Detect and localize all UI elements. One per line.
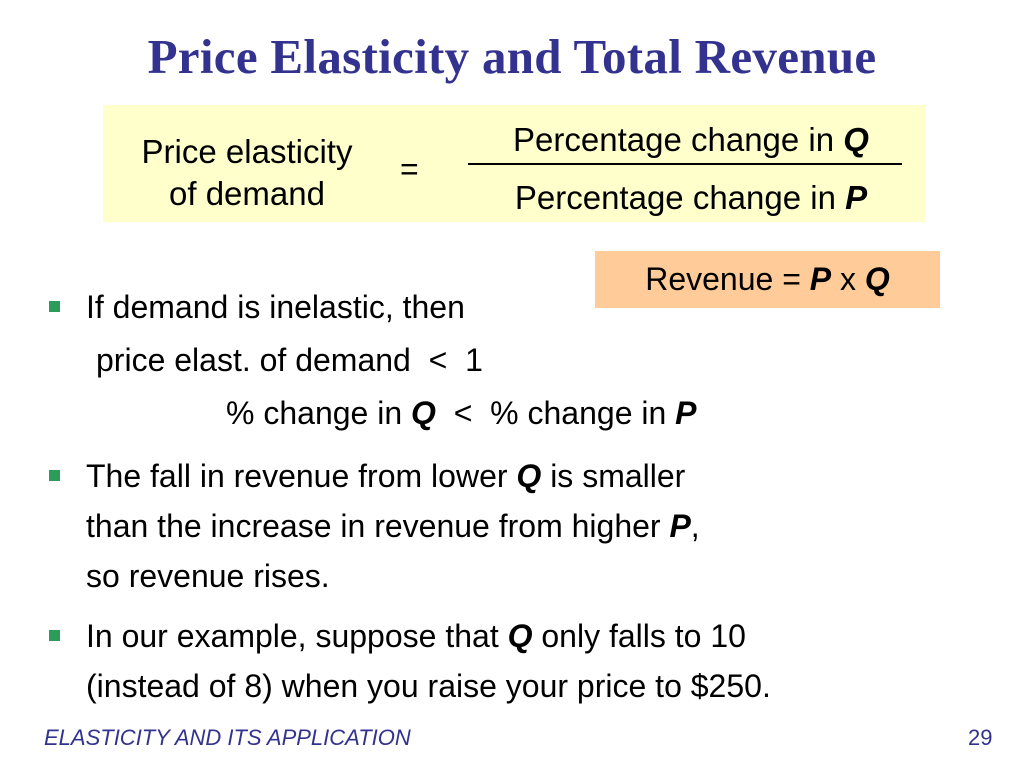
formula-lhs-line1: Price elasticity (141, 133, 353, 170)
fraction-bar (468, 163, 902, 165)
bullet-1: If demand is inelastic, then (49, 282, 465, 332)
formula-lhs-line2: of demand (169, 175, 325, 212)
b3-line1-var: Q (507, 618, 533, 654)
line3-var-q: Q (411, 395, 436, 431)
bullet-1-line-3: % change in Q < % change in P (226, 395, 697, 432)
bullet-3-line-1: In our example, suppose that Q only fall… (86, 611, 771, 661)
bullet-3: In our example, suppose that Q only fall… (49, 611, 771, 711)
footer-page-number: 29 (968, 725, 993, 750)
line3-text-a: % change in (226, 395, 412, 431)
b3-line1-b: only falls to 10 (532, 618, 746, 654)
revenue-times: x (831, 261, 865, 297)
revenue-var-q: Q (864, 261, 890, 297)
numerator-var: Q (843, 121, 869, 158)
bullet-square-icon (49, 630, 60, 641)
revenue-formula-box: Revenue = P x Q (595, 251, 940, 308)
elasticity-formula-box: Price elasticity of demand = Percentage … (103, 105, 925, 222)
b2-line2-b: , (690, 508, 700, 544)
b2-line1-a: The fall in revenue from lower (86, 458, 517, 494)
bullet-square-icon (49, 301, 60, 312)
b3-line1-a: In our example, suppose that (86, 618, 508, 654)
bullet-2-line-3: so revenue rises. (86, 558, 330, 594)
bullet-2-line-2: than the increase in revenue from higher… (86, 501, 700, 551)
formula-equals-sign: = (400, 151, 419, 187)
bullet-2-line-1: The fall in revenue from lower Q is smal… (86, 451, 700, 501)
b2-line2-var: P (669, 508, 691, 544)
b2-line2-a: than the increase in revenue from higher (86, 508, 670, 544)
revenue-text: Revenue = (645, 261, 810, 297)
numerator-text: Percentage change in (513, 121, 844, 158)
denominator-var: P (845, 179, 868, 216)
footer-chapter-title: ELASTICITY AND ITS APPLICATION (44, 725, 411, 750)
bullet-1-line-2: price elast. of demand < 1 (96, 342, 483, 378)
line3-var-p: P (675, 395, 697, 431)
line3-text-b: < % change in (435, 395, 676, 431)
formula-lhs: Price elasticity of demand (113, 131, 381, 215)
formula-denominator: Percentage change in P (471, 179, 911, 217)
revenue-var-p: P (809, 261, 832, 297)
bullet-3-line-2: (instead of 8) when you raise your price… (86, 668, 771, 704)
slide-title: Price Elasticity and Total Revenue (147, 29, 877, 84)
bullet-1-line-1: If demand is inelastic, then (86, 289, 465, 325)
b2-line1-var: Q (516, 458, 542, 494)
denominator-text: Percentage change in (514, 179, 846, 216)
b2-line1-b: is smaller (541, 458, 686, 494)
bullet-2: The fall in revenue from lower Q is smal… (49, 451, 700, 601)
formula-numerator: Percentage change in Q (471, 121, 911, 159)
bullet-square-icon (49, 470, 60, 481)
